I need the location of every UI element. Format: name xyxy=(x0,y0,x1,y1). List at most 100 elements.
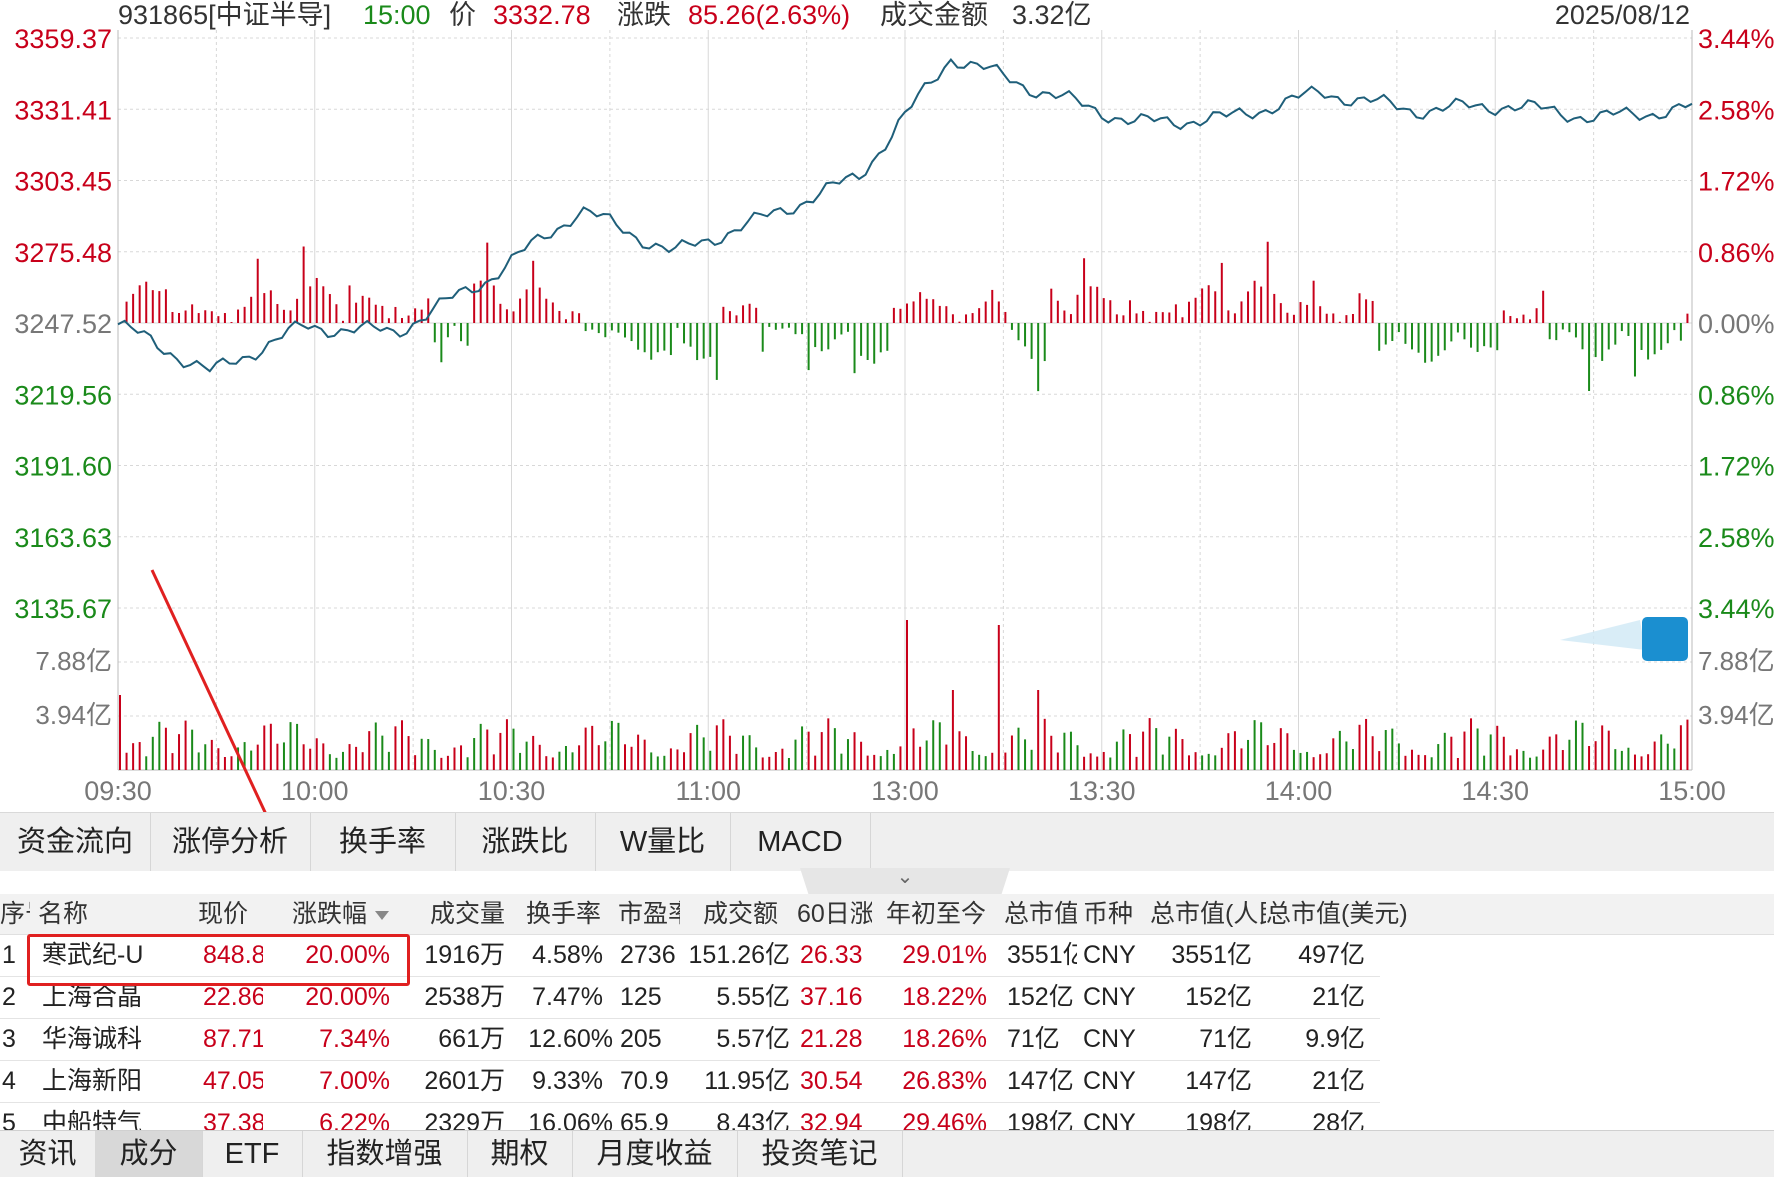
table-row[interactable]: 3 华海诚科 87.71 7.34% 661万 12.60% 205 5.57亿… xyxy=(0,1018,1380,1061)
price-tick-label: 3303.45 xyxy=(14,167,112,197)
cell-price: 87.71 xyxy=(203,1025,263,1053)
col-change-pct-label: 涨跌幅 xyxy=(292,900,368,928)
annotation-arrow xyxy=(150,569,267,812)
tab-constituents[interactable]: 成分 xyxy=(95,1131,203,1177)
volume-tick-label: 7.88亿 xyxy=(35,646,112,676)
header-price: 3332.78 xyxy=(493,0,591,30)
cell-name[interactable]: 华海诚科 xyxy=(42,1025,143,1053)
cell-ytd: 29.46% xyxy=(902,1109,987,1130)
percent-tick-label: 1.72% xyxy=(1698,167,1774,197)
tab-advance-decline[interactable]: 涨跌比 xyxy=(455,813,596,871)
left-price-axis: 3359.37 3331.41 3303.45 3275.48 3247.52 3219.… xyxy=(14,24,112,730)
table-row[interactable]: 5 中船特气 37.38 6.22% 2329万 16.06% 65.9 8.4… xyxy=(0,1102,1380,1130)
price-tick-label: 3247.52 xyxy=(14,309,112,339)
cell-amount: 8.43亿 xyxy=(716,1109,790,1130)
tab-limit-up-analysis[interactable]: 涨停分析 xyxy=(150,813,311,871)
header-change-label: 涨跌 xyxy=(617,0,671,30)
header-amount: 3.32亿 xyxy=(1012,0,1092,30)
time-tick-label: 15:00 xyxy=(1658,776,1726,806)
tab-investment-notes[interactable]: 投资笔记 xyxy=(737,1131,903,1177)
table-row[interactable]: 1 寒武纪-U 848.8 20.00% 1916万 4.58% 2736 15… xyxy=(0,934,1380,977)
bottom-tabs: 资讯 成分 ETF 指数增强 期权 月度收益 投资笔记 xyxy=(0,1130,1774,1177)
cell-change-pct: 20.00% xyxy=(305,941,390,969)
cell-60d: 37.16 xyxy=(800,983,863,1011)
percent-tick-label: 3.44% xyxy=(1698,594,1774,624)
cell-mktcap-usd: 21亿 xyxy=(1312,1067,1365,1095)
col-pe[interactable]: 市盈率 xyxy=(618,900,680,928)
cell-price: 47.05 xyxy=(203,1067,263,1095)
col-ytd[interactable]: 年初至今 xyxy=(886,900,987,928)
price-tick-label: 3275.48 xyxy=(14,238,112,268)
cell-volume: 2538万 xyxy=(424,983,505,1011)
header-date: 2025/08/12 xyxy=(1555,0,1690,30)
header-change: 85.26(2.63%) xyxy=(688,0,850,30)
cell-mktcap: 147亿 xyxy=(1007,1067,1074,1095)
time-tick-label: 13:00 xyxy=(871,776,939,806)
tab-fund-flow[interactable]: 资金流向 xyxy=(0,813,151,871)
constituents-table: 序号 名称 现价 涨跌幅 成交量 换手率 市盈率 成交额 60日涨 年初至今 总… xyxy=(0,894,1774,1130)
col-mktcap-usd[interactable]: 总市值(美元) xyxy=(1266,900,1408,928)
cell-60d: 30.54 xyxy=(800,1067,863,1095)
collapse-toggle[interactable]: ⌄ xyxy=(800,868,1010,894)
percent-tick-label: 1.72% xyxy=(1698,452,1774,482)
percent-tick-label: 0.00% xyxy=(1698,309,1774,339)
sort-desc-icon xyxy=(375,910,390,920)
header-amount-label: 成交金额 xyxy=(880,0,988,30)
cell-turnover: 7.47% xyxy=(532,983,603,1011)
cell-turnover: 16.06% xyxy=(528,1109,613,1130)
cell-name[interactable]: 上海新阳 xyxy=(42,1067,143,1095)
col-currency[interactable]: 币种 xyxy=(1083,900,1134,928)
cell-name[interactable]: 中船特气 xyxy=(42,1109,143,1130)
col-mktcap-cny[interactable]: 总市值(人民币) xyxy=(1150,900,1266,928)
tab-etf[interactable]: ETF xyxy=(202,1131,303,1177)
cell-name[interactable]: 寒武纪-U xyxy=(42,941,144,969)
table-row[interactable]: 2 上海合晶 22.86 20.00% 2538万 7.47% 125 5.55… xyxy=(0,976,1380,1019)
col-amount[interactable]: 成交额 xyxy=(703,900,779,928)
tab-turnover[interactable]: 换手率 xyxy=(310,813,456,871)
col-60d[interactable]: 60日涨 xyxy=(797,900,872,928)
cell-ytd: 18.26% xyxy=(902,1025,987,1053)
price-tick-label: 3219.56 xyxy=(14,380,112,410)
tab-options[interactable]: 期权 xyxy=(467,1131,573,1177)
cell-price: 37.38 xyxy=(203,1109,263,1130)
tab-macd[interactable]: MACD xyxy=(730,813,871,871)
col-mktcap[interactable]: 总市值 xyxy=(1004,900,1077,928)
cell-volume: 2329万 xyxy=(424,1109,505,1130)
cell-volume: 661万 xyxy=(438,1025,505,1053)
cell-60d: 21.28 xyxy=(800,1025,863,1053)
tab-news[interactable]: 资讯 xyxy=(0,1131,96,1177)
highlight-box xyxy=(27,934,410,986)
cell-pe: 65.9 xyxy=(620,1109,669,1130)
price-tick-label: 3359.37 xyxy=(14,24,112,54)
col-index[interactable]: 序号 xyxy=(0,900,30,928)
volume-tick-label: 3.94亿 xyxy=(35,700,112,730)
percent-tick-label: 0.86% xyxy=(1698,380,1774,410)
tab-monthly-returns[interactable]: 月度收益 xyxy=(572,1131,738,1177)
col-volume[interactable]: 成交量 xyxy=(430,900,506,928)
tab-w-volume-ratio[interactable]: W量比 xyxy=(595,813,731,871)
table-row[interactable]: 4 上海新阳 47.05 7.00% 2601万 9.33% 70.9 11.9… xyxy=(0,1060,1380,1103)
intraday-chart[interactable]: 3359.37 3331.41 3303.45 3275.48 3247.52 3219.… xyxy=(0,0,1774,812)
volume-tick-label: 7.88亿 xyxy=(1698,646,1774,676)
col-name[interactable]: 名称 xyxy=(38,900,89,928)
col-change-pct[interactable]: 涨跌幅 xyxy=(292,894,402,934)
cell-name[interactable]: 上海合晶 xyxy=(42,983,143,1011)
cell-index: 1 xyxy=(2,941,16,969)
cell-price: 22.86 xyxy=(203,983,263,1011)
cell-index: 3 xyxy=(2,1025,16,1053)
col-turnover[interactable]: 换手率 xyxy=(526,900,602,928)
cell-currency: CNY xyxy=(1083,983,1136,1011)
cell-price: 848.8 xyxy=(203,941,263,969)
time-tick-label: 09:30 xyxy=(84,776,152,806)
cell-change-pct: 7.34% xyxy=(319,1025,390,1053)
volume-bars xyxy=(119,620,1689,770)
chevron-down-icon: ⌄ xyxy=(896,866,914,888)
cell-mktcap-usd: 28亿 xyxy=(1312,1109,1365,1130)
price-tick-label: 3331.41 xyxy=(14,95,112,125)
tab-index-enhanced[interactable]: 指数增强 xyxy=(302,1131,468,1177)
cell-mktcap: 71亿 xyxy=(1007,1025,1060,1053)
percent-tick-label: 3.44% xyxy=(1698,24,1774,54)
time-tick-label: 14:30 xyxy=(1461,776,1529,806)
header-price-label: 价 xyxy=(449,0,476,30)
col-price[interactable]: 现价 xyxy=(198,900,249,928)
